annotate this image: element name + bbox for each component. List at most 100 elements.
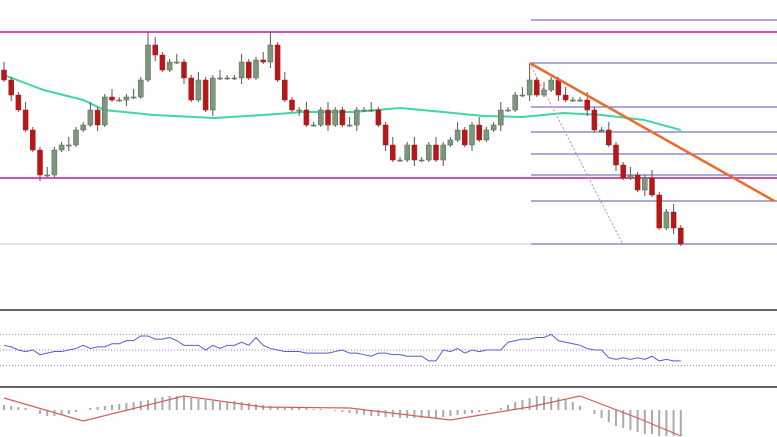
bearish-candle-body bbox=[274, 44, 281, 81]
bullish-candle-body bbox=[663, 211, 670, 229]
bullish-candle-body bbox=[519, 94, 526, 97]
bullish-candle-body bbox=[267, 44, 274, 63]
bearish-candle-body bbox=[188, 77, 194, 101]
candle bbox=[656, 192, 662, 230]
bullish-candle-body bbox=[80, 124, 86, 131]
bearish-candle-body bbox=[584, 99, 590, 111]
candle bbox=[51, 147, 58, 177]
candle bbox=[231, 75, 238, 80]
candle bbox=[15, 92, 22, 112]
bullish-candle-body bbox=[454, 129, 461, 141]
candle bbox=[354, 107, 360, 131]
bullish-candle-body bbox=[224, 77, 230, 80]
bearish-candle-body bbox=[462, 129, 468, 146]
bearish-candle-body bbox=[433, 144, 439, 161]
bullish-candle-body bbox=[598, 129, 605, 132]
candle bbox=[37, 147, 43, 181]
candle bbox=[526, 63, 533, 101]
bullish-candle-body bbox=[138, 79, 144, 98]
bullish-candle-body bbox=[51, 149, 58, 176]
candle bbox=[87, 102, 94, 127]
candle bbox=[224, 75, 230, 80]
candle bbox=[253, 57, 259, 80]
bullish-candle-body bbox=[58, 144, 65, 151]
price-panel bbox=[0, 19, 777, 246]
candle bbox=[332, 107, 338, 127]
candle bbox=[282, 72, 288, 102]
bearish-candle-body bbox=[634, 174, 641, 191]
candle bbox=[606, 122, 612, 147]
bearish-candle-body bbox=[678, 227, 684, 245]
bearish-candle-body bbox=[152, 44, 158, 56]
candle bbox=[541, 82, 547, 97]
candle bbox=[519, 87, 526, 97]
candle bbox=[397, 157, 403, 162]
bullish-candle-body bbox=[505, 109, 511, 112]
bullish-candle-body bbox=[627, 174, 634, 179]
bullish-candle-body bbox=[87, 109, 94, 126]
candle bbox=[591, 107, 598, 132]
bullish-candle-body bbox=[66, 144, 72, 147]
bearish-candle-body bbox=[382, 124, 389, 146]
bullish-candle-body bbox=[526, 79, 533, 96]
bullish-candle-body bbox=[490, 124, 497, 131]
bearish-candle-body bbox=[606, 129, 612, 146]
candle bbox=[433, 137, 439, 162]
bearish-candle-body bbox=[15, 94, 22, 111]
candle bbox=[620, 162, 626, 180]
candle bbox=[512, 92, 518, 112]
candle bbox=[310, 122, 317, 127]
candle bbox=[267, 32, 274, 68]
bearish-candle-body bbox=[282, 79, 288, 101]
candle bbox=[613, 142, 619, 171]
candle bbox=[440, 142, 446, 166]
candle bbox=[483, 127, 490, 142]
bullish-candle-body bbox=[397, 159, 403, 162]
candle bbox=[181, 59, 187, 84]
candle bbox=[116, 97, 122, 102]
candle bbox=[80, 122, 86, 132]
candle bbox=[649, 170, 655, 197]
bearish-candle-body bbox=[303, 109, 310, 126]
bearish-candle-body bbox=[613, 144, 619, 166]
candle bbox=[577, 97, 583, 102]
candle bbox=[202, 77, 209, 112]
candle bbox=[562, 87, 569, 102]
bearish-candle-body bbox=[670, 211, 677, 229]
bullish-candle-body bbox=[116, 99, 122, 102]
macd-signal-line bbox=[3, 395, 682, 437]
bullish-candle-body bbox=[570, 99, 576, 102]
bullish-candle-body bbox=[210, 77, 216, 111]
bullish-candle-body bbox=[354, 109, 360, 126]
candle bbox=[30, 127, 36, 152]
candle bbox=[58, 142, 65, 152]
bearish-candle-body bbox=[30, 129, 36, 151]
bearish-candle-body bbox=[649, 177, 655, 196]
candle bbox=[166, 59, 173, 72]
bullish-candle-body bbox=[361, 109, 367, 112]
bearish-candle-body bbox=[22, 109, 29, 131]
candle bbox=[303, 102, 310, 127]
candle bbox=[159, 52, 166, 72]
bullish-candle-body bbox=[498, 109, 504, 126]
candle bbox=[634, 172, 641, 192]
candle bbox=[418, 157, 425, 162]
candle bbox=[498, 102, 504, 131]
bearish-candle-body bbox=[1, 69, 7, 81]
candle bbox=[339, 107, 346, 127]
bearish-candle-body bbox=[339, 109, 346, 126]
candle bbox=[476, 117, 482, 142]
bearish-candle-body bbox=[325, 109, 331, 126]
candle bbox=[274, 42, 281, 82]
candle bbox=[534, 77, 540, 97]
bullish-candle-body bbox=[145, 44, 151, 81]
bearish-candle-body bbox=[656, 194, 662, 229]
bearish-candle-body bbox=[289, 99, 295, 111]
bearish-candle-body bbox=[555, 79, 562, 96]
bearish-candle-body bbox=[620, 164, 626, 179]
bullish-candle-body bbox=[548, 79, 554, 91]
candle bbox=[174, 54, 180, 64]
candle bbox=[454, 122, 461, 142]
rsi-panel bbox=[0, 333, 777, 367]
